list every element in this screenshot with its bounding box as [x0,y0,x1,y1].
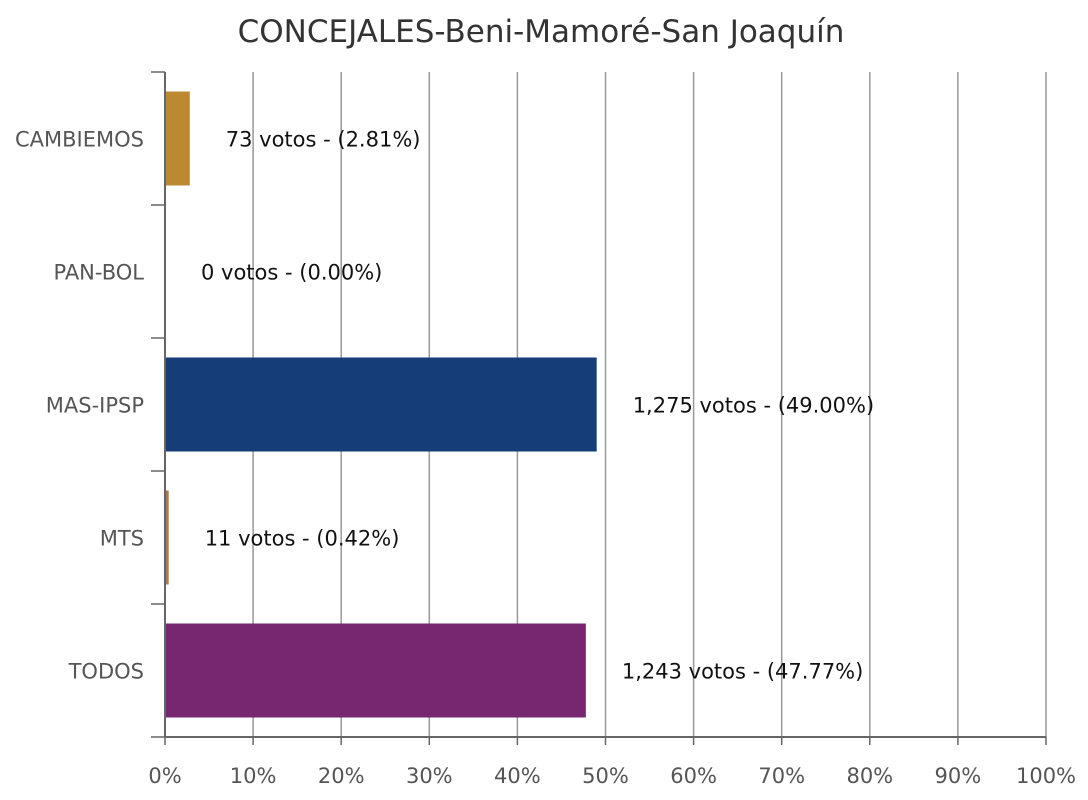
data-label: 1,275 votos - (49.00%) [633,394,874,418]
x-tick-label: 20% [318,764,365,788]
data-label: 11 votos - (0.42%) [205,527,400,551]
data-label: 73 votos - (2.81%) [226,128,421,152]
y-tick-label: CAMBIEMOS [15,128,144,152]
chart-title: CONCEJALES-Beni-Mamoré-San Joaquín [238,14,845,50]
x-tick-label: 80% [846,764,893,788]
x-tick-label: 100% [1016,764,1076,788]
x-tick-label: 50% [582,764,629,788]
x-tick-label: 90% [935,764,982,788]
y-tick-label: TODOS [68,660,144,684]
x-tick-label: 30% [406,764,453,788]
x-tick-label: 40% [494,764,541,788]
bar [165,357,597,452]
x-tick-label: 60% [670,764,717,788]
y-tick-label: MAS-IPSP [46,394,144,418]
x-tick-label: 10% [230,764,277,788]
bar [165,490,169,585]
bar [165,623,586,718]
x-tick-label: 0% [148,764,181,788]
data-label: 1,243 votos - (47.77%) [622,660,863,684]
data-label: 0 votos - (0.00%) [201,261,382,285]
x-tick-label: 70% [758,764,805,788]
bar [165,91,190,186]
y-tick-label: MTS [100,527,144,551]
y-tick-label: PAN-BOL [54,261,145,285]
